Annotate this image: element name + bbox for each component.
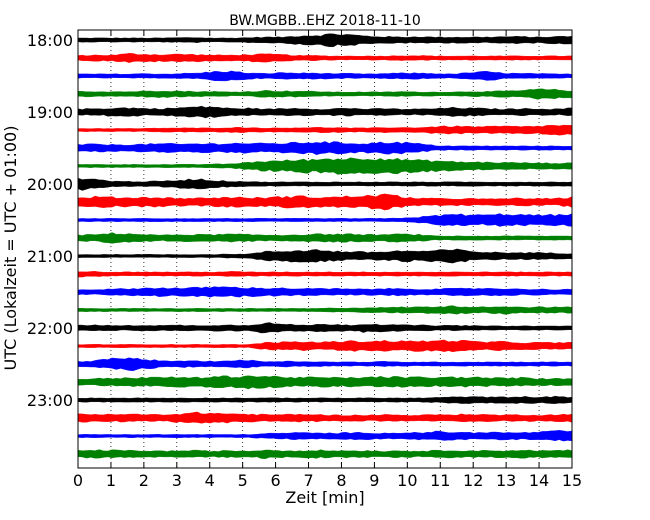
y-tick-label: 23:00 [27,391,73,410]
seismic-trace [77,232,573,244]
seismic-traces [77,33,573,460]
y-tick-label: 20:00 [27,175,73,194]
seismic-trace [77,430,573,442]
x-tick-label: 5 [238,471,248,490]
seismic-trace [77,88,573,100]
y-axis-ticks: 18:00 19:00 20:00 21:00 22:00 23:00 [27,31,572,410]
seismic-trace [77,322,573,334]
seismic-trace [77,248,573,264]
y-tick-label: 18:00 [27,31,73,50]
seismic-trace [77,375,573,390]
plot-frame [77,29,573,469]
x-tick-label: 14 [529,471,549,490]
x-tick-label: 11 [430,471,450,490]
x-tick-label: 8 [336,471,346,490]
x-tick-label: 7 [303,471,313,490]
seismic-trace [77,449,573,460]
x-tick-label: 0 [73,471,83,490]
y-tick-label: 22:00 [27,319,73,338]
seismic-trace [77,33,573,47]
x-tick-label: 1 [106,471,116,490]
seismic-trace [77,124,573,136]
x-tick-label: 15 [562,471,582,490]
x-tick-label: 12 [463,471,483,490]
seismic-trace [77,339,573,353]
seismic-trace [77,193,573,211]
seismic-trace [77,305,573,315]
seismic-trace [77,157,573,175]
x-tick-label: 6 [271,471,281,490]
seismic-trace [77,286,573,298]
y-axis-label: UTC (Lokalzeit = UTC + 01:00) [1,126,20,371]
x-tick-label: 10 [397,471,417,490]
x-tick-label: 13 [496,471,516,490]
x-tick-label: 3 [172,471,182,490]
x-tick-label: 4 [205,471,215,490]
x-axis-ticks: 0 1 2 3 4 5 6 7 8 9 10 11 12 13 14 15 [73,30,582,490]
seismic-trace [77,177,573,191]
seismic-trace [77,53,573,63]
seismic-trace [77,357,573,371]
y-tick-label: 21:00 [27,247,73,266]
seismic-trace [77,271,573,278]
seismic-trace [77,213,573,227]
x-tick-label: 9 [369,471,379,490]
seismic-trace [77,141,573,156]
seismic-trace [77,411,573,424]
x-axis-label: Zeit [min] [285,488,364,507]
chart-title: BW.MGBB..EHZ 2018-11-10 [229,13,421,29]
x-tick-label: 2 [139,471,149,490]
seismic-trace [77,395,573,404]
y-tick-label: 19:00 [27,103,73,122]
seismic-trace [77,105,573,119]
seismic-trace [77,70,573,82]
